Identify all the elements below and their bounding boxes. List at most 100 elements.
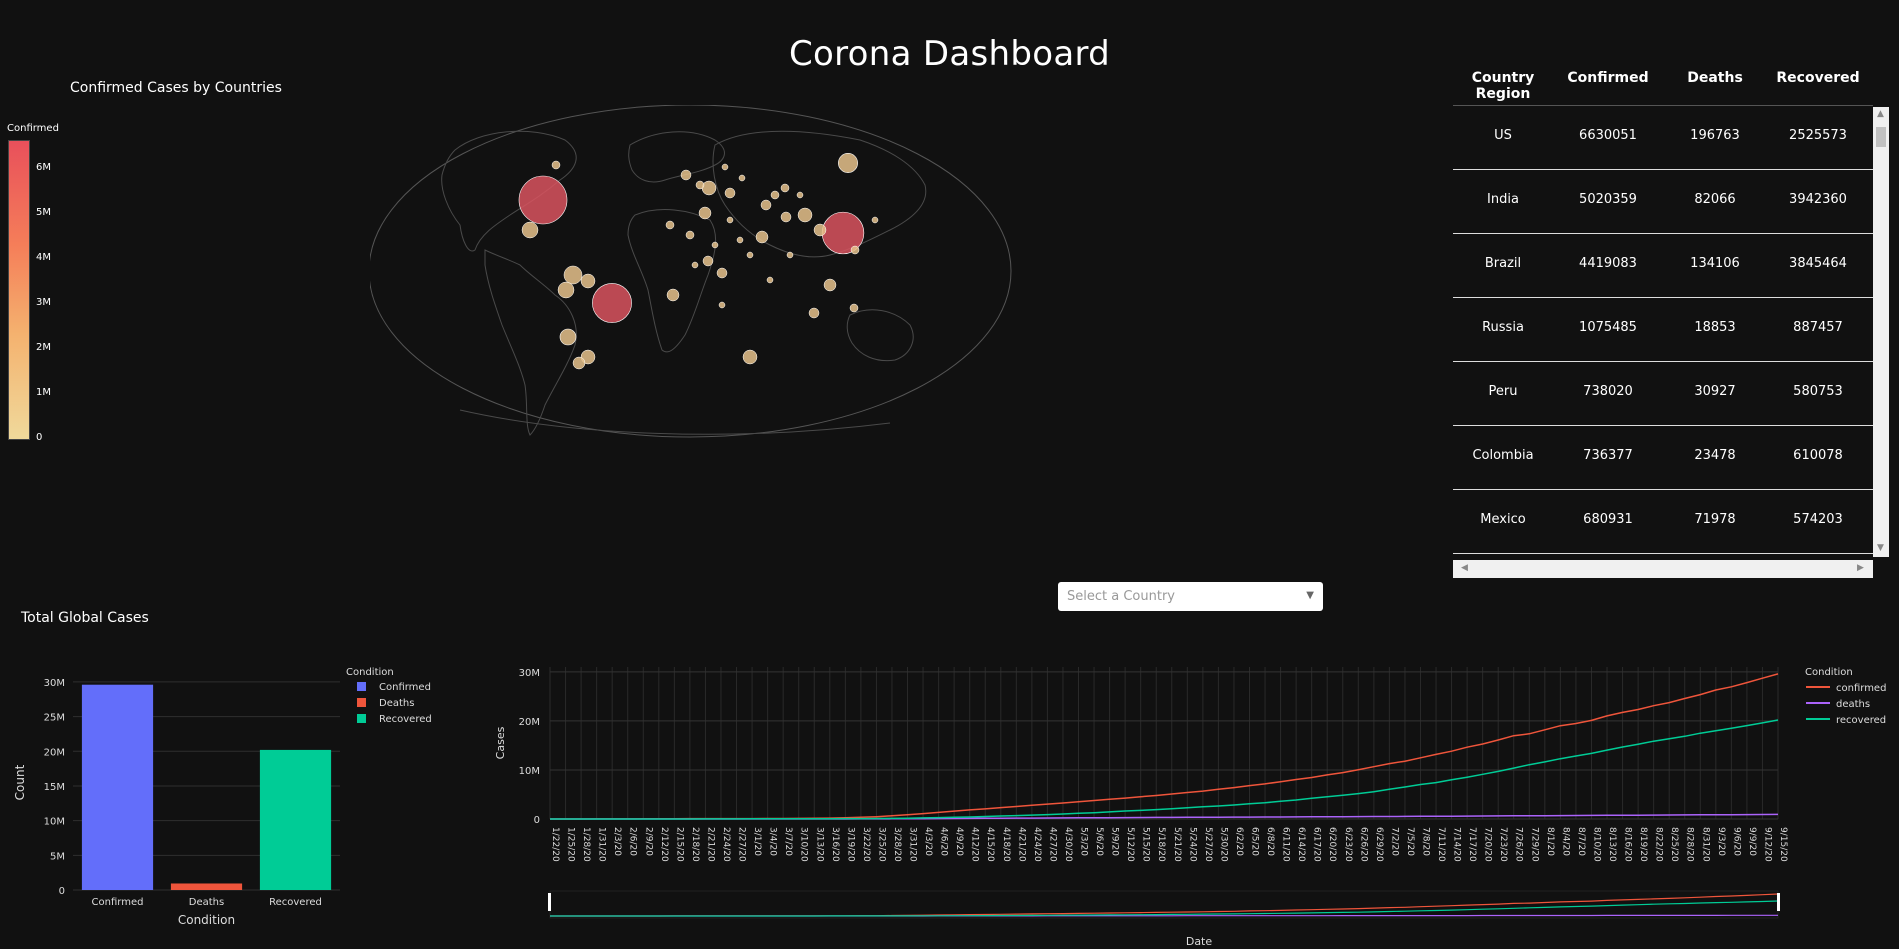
x-tick-label: 8/1/20 [1545,827,1555,856]
map-bubble [797,207,813,223]
map-bubble [680,169,692,181]
x-tick-label: 6/8/20 [1265,827,1275,856]
table-row[interactable]: Peru 738020 30927 580753 [1453,362,1873,426]
map-bubble [580,273,596,289]
x-tick-label: 2/3/20 [612,827,622,856]
country-table[interactable]: Country Region Confirmed Deaths Recovere… [1453,55,1889,582]
line-chart[interactable]: 0 10M 20M 30M 1/22/20 1/25/20 1/28/20 1/31/20 2/… [490,655,1899,949]
x-tick-label: 8/16/20 [1623,827,1633,862]
y-tick-label: 5M [50,851,65,862]
range-slider [549,890,1779,919]
legend-title: Condition [1805,667,1853,678]
x-tick-label: 2/24/20 [721,827,731,862]
x-tick-label: 2/15/20 [674,827,684,862]
table-cell: 18853 [1694,320,1736,335]
country-select[interactable]: Select a Country ▼ [1058,582,1323,611]
map-bubble [808,307,820,319]
table-row[interactable]: Colombia 736377 23478 610078 [1453,426,1873,490]
column-header[interactable]: Recovered [1776,70,1860,86]
legend-label: Deaths [379,698,414,709]
x-axis-label: Condition [178,913,235,927]
column-header[interactable]: Country Region [1471,70,1535,102]
x-tick-label: 9/15/20 [1778,827,1788,862]
y-tick-label: 20M [519,717,540,728]
chevron-down-icon[interactable]: ▼ [1306,590,1314,601]
x-tick-label: 4/3/20 [923,827,933,856]
bar-chart[interactable]: 0 5M 10M 15M 20M 25M 30M Confirmed Deaths Recover… [0,655,470,935]
x-tick-label: 3/4/20 [768,827,778,856]
map-bubble [665,220,675,230]
table-cell: Peru [1488,384,1518,399]
y-tick-label: 10M [44,817,65,828]
table-row[interactable]: Russia 1075485 18853 887457 [1453,298,1873,362]
x-tick-label: 5/9/20 [1110,827,1120,856]
legend-label: deaths [1836,699,1870,710]
x-tick-label: 8/7/20 [1576,827,1586,856]
x-tick-label: 2/27/20 [737,827,747,862]
series-line-confirmed [550,673,1779,820]
table-cell: Russia [1482,320,1524,335]
table-row[interactable]: India 5020359 82066 3942360 [1453,170,1873,234]
map-bubble [871,216,879,224]
x-tick-label: 4/6/20 [939,827,949,856]
map-bubble [718,301,726,309]
x-tick-label: 7/20/20 [1483,827,1493,862]
map-bubble [766,276,774,284]
column-header[interactable]: Deaths [1687,70,1743,86]
map-bubble [716,267,728,279]
table-row[interactable]: Brazil 4419083 134106 3845464 [1453,234,1873,298]
colorbar-tick: 0 [36,432,43,443]
legend-label: recovered [1836,715,1886,726]
map-bubble [780,183,790,193]
slider-handle-left [548,893,551,911]
map-bubble [738,174,746,182]
x-tick-label: 2/18/20 [690,827,700,862]
scroll-left-icon[interactable]: ◀ [1461,563,1468,573]
world-map[interactable] [370,105,1030,450]
column-header[interactable]: Confirmed [1567,70,1649,86]
map-frame [370,105,1012,438]
x-tick-label: Confirmed [92,897,144,908]
table-row[interactable]: US 6630051 196763 2525573 [1453,106,1873,170]
table-cell: US [1494,128,1512,143]
x-tick-label: 7/5/20 [1405,827,1415,856]
x-tick-label: 1/28/20 [581,827,591,862]
table-cell: 4419083 [1579,256,1637,271]
x-tick-label: 7/23/20 [1498,827,1508,862]
horizontal-scrollbar[interactable]: ◀ ▶ [1453,560,1873,578]
vertical-scrollbar[interactable]: ▲ ▼ [1873,107,1889,557]
x-tick-label: 4/9/20 [954,827,964,856]
y-tick-label: 10M [519,766,540,777]
scroll-down-icon[interactable]: ▼ [1877,543,1884,553]
x-tick-label: 6/20/20 [1327,827,1337,862]
x-tick-label: 4/27/20 [1047,827,1057,862]
map-bubble [850,245,860,255]
map-bubble [702,255,714,267]
x-tick-label: 4/15/20 [985,827,995,862]
x-tick-label: 5/12/20 [1125,827,1135,862]
x-tick-label: 3/13/20 [814,827,824,862]
scroll-thumb[interactable] [1876,127,1886,147]
legend-label: confirmed [1836,683,1886,694]
x-tick-label: 3/22/20 [861,827,871,862]
map-bubble [721,163,729,171]
y-tick-label: 20M [44,747,65,758]
table-row[interactable]: Mexico 680931 71978 574203 [1453,490,1873,554]
x-tick-label: 7/14/20 [1452,827,1462,862]
map-bubble [755,230,769,244]
x-tick-label: 6/17/20 [1312,827,1322,862]
y-tick-label: 30M [519,668,540,679]
scroll-right-icon[interactable]: ▶ [1857,563,1864,573]
map-bubble [572,356,586,370]
x-tick-label: 6/29/20 [1374,827,1384,862]
scroll-up-icon[interactable]: ▲ [1877,109,1884,119]
x-tick-label: 8/4/20 [1560,827,1570,856]
table-cell: 30927 [1694,384,1736,399]
x-tick-label: 3/1/20 [752,827,762,856]
x-tick-label: 2/12/20 [659,827,669,862]
x-tick-label: 6/26/20 [1358,827,1368,862]
x-tick-label: 5/24/20 [1187,827,1197,862]
x-tick-label: 9/9/20 [1747,827,1757,856]
x-tick-label: 4/21/20 [1016,827,1026,862]
x-tick-label: 6/14/20 [1296,827,1306,862]
